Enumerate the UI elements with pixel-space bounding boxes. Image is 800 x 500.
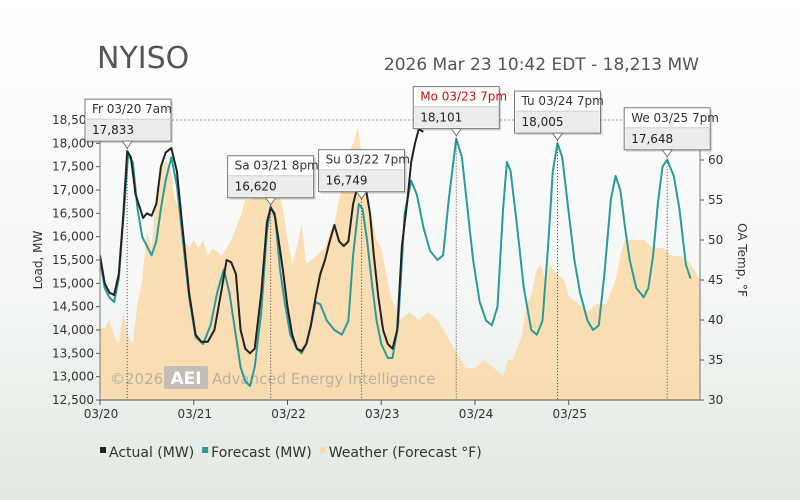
y2-tick-label: 40 — [708, 313, 723, 327]
x-tick-label: 03/22 — [271, 407, 306, 421]
weather-legend-label: Weather (Forecast °F) — [329, 445, 482, 461]
callout-value: 17,648 — [631, 132, 673, 146]
forecast-legend-swatch — [202, 447, 209, 453]
callout-date: We 03/25 7pm — [631, 111, 719, 125]
callout-date: Sa 03/21 8pm — [235, 159, 319, 173]
callout: Mo 03/23 7pm 18,101 — [412, 86, 507, 137]
callout: Sa 03/21 8pm 16,620 — [227, 155, 319, 206]
y-tick-label: 16,000 — [52, 230, 94, 244]
weather-legend-swatch — [319, 447, 326, 453]
callout: Fr 03/20 7am 17,833 — [84, 98, 173, 149]
legend: Actual (MW) Forecast (MW) Weather (Forecas… — [100, 445, 482, 461]
y-axis-title: Load, MW — [31, 231, 45, 290]
y2-tick-label: 35 — [708, 353, 723, 367]
callout-date: Fr 03/20 7am — [92, 102, 172, 116]
y-tick-label: 15,000 — [52, 276, 94, 290]
callout-value: 16,749 — [326, 174, 368, 188]
chart-subtitle: 2026 Mar 23 10:42 EDT - 18,213 MW — [384, 55, 699, 75]
watermark-company: Advanced Energy Intelligence — [212, 370, 435, 388]
y-tick-label: 18,500 — [52, 113, 94, 127]
y2-tick-label: 45 — [708, 273, 723, 287]
y-tick-label: 14,500 — [52, 300, 94, 314]
callout-pointer — [121, 140, 134, 149]
x-tick-label: 03/25 — [552, 407, 587, 421]
y2-tick-label: 55 — [708, 193, 723, 207]
callout-value: 18,005 — [522, 115, 564, 129]
callout: We 03/25 7pm 17,648 — [623, 107, 719, 158]
callout-value: 17,833 — [92, 123, 134, 137]
x-tick-label: 03/23 — [365, 407, 400, 421]
y2-tick-label: 30 — [708, 393, 723, 407]
watermark-logo: AEI — [170, 369, 201, 389]
callout-date: Tu 03/24 7pm — [521, 94, 604, 108]
watermark: ©2026 AEI Advanced Energy Intelligence — [110, 366, 435, 389]
x-tick-label: 03/20 — [84, 407, 119, 421]
actual-legend-swatch — [100, 447, 106, 453]
y-tick-label: 18,000 — [52, 136, 94, 150]
y2-tick-label: 50 — [708, 233, 723, 247]
watermark-copyright: ©2026 — [110, 370, 163, 388]
x-tick-label: 03/21 — [177, 407, 212, 421]
y-tick-label: 13,000 — [52, 370, 94, 384]
y-tick-label: 17,500 — [52, 160, 94, 174]
callout-pointer — [264, 197, 277, 206]
weather-area — [100, 128, 700, 400]
actual-legend-label: Actual (MW) — [109, 445, 194, 461]
callout-pointer — [551, 132, 564, 141]
callout-pointer — [450, 128, 463, 137]
y2-tick-label: 60 — [708, 153, 723, 167]
watermark-logo-box — [164, 366, 208, 389]
callout-pointer — [661, 149, 674, 158]
y-tick-label: 17,000 — [52, 183, 94, 197]
y2-axis-title: OA Temp, °F — [735, 223, 749, 297]
callout-pointer — [355, 191, 368, 200]
forecast-legend-label: Forecast (MW) — [211, 445, 312, 461]
callout: Tu 03/24 7pm 18,005 — [514, 90, 604, 141]
x-tick-label: 03/24 — [459, 407, 494, 421]
callout: Su 03/22 7pm 16,749 — [318, 149, 410, 200]
callout-date: Su 03/22 7pm — [326, 153, 410, 167]
actual-line — [100, 128, 424, 355]
y-tick-label: 14,000 — [52, 323, 94, 337]
callout-value: 16,620 — [235, 180, 277, 194]
y-tick-label: 12,500 — [52, 393, 94, 407]
callout-date: Mo 03/23 7pm — [420, 90, 507, 104]
y-tick-label: 16,500 — [52, 206, 94, 220]
chart-title: NYISO — [97, 41, 189, 76]
callout-value: 18,101 — [420, 111, 462, 125]
y-tick-label: 15,500 — [52, 253, 94, 267]
y-tick-label: 13,500 — [52, 346, 94, 360]
